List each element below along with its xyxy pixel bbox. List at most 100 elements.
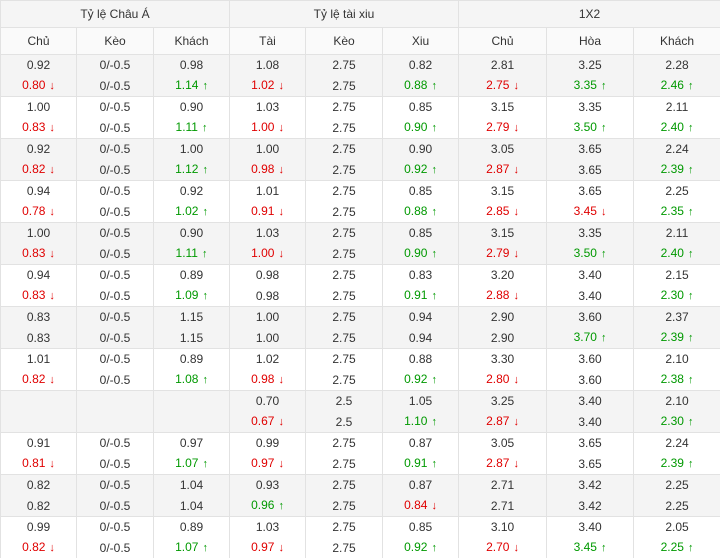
arrow-up-icon: ↑ — [202, 118, 208, 138]
column-header-row: Chủ Kèo Khách Tài Kèo Xiu Chủ Hòa Khách — [1, 28, 720, 55]
arrow-up-icon: ↑ — [431, 412, 437, 432]
odds-value: 2.85 — [486, 204, 509, 218]
odds-value: 0/-0.5 — [100, 205, 131, 219]
odds-value: 0/-0.5 — [100, 247, 131, 261]
odds-value: 1.03 — [256, 520, 279, 534]
arrow-down-icon: ↓ — [49, 454, 55, 474]
odds-cell: 3.65 — [547, 453, 634, 475]
odds-cell: 2.75 — [306, 181, 383, 202]
odds-value: 2.75 — [332, 184, 355, 198]
odds-value: 0.90 — [180, 226, 203, 240]
odds-cell: 0.90 — [154, 223, 230, 244]
odds-value: 2.90 — [491, 310, 514, 324]
odds-value: 2.75 — [332, 79, 355, 93]
odds-cell: 3.35↑ — [547, 75, 634, 97]
odds-value: 0.80 — [22, 78, 45, 92]
odds-cell: 2.37 — [634, 307, 720, 328]
odds-value: 0.67 — [251, 414, 274, 428]
odds-cell: 2.25 — [634, 475, 720, 496]
odds-value: 0.82 — [409, 58, 432, 72]
odds-value: 2.25 — [665, 499, 688, 513]
arrow-down-icon: ↓ — [49, 76, 55, 96]
odds-value: 1.03 — [256, 100, 279, 114]
odds-cell: 0.98 — [230, 285, 306, 307]
odds-value: 1.09 — [175, 288, 198, 302]
odds-cell: 0.89 — [154, 265, 230, 286]
odds-cell: 2.87↓ — [459, 159, 547, 181]
odds-cell: 2.10 — [634, 349, 720, 370]
odds-cell: 2.71 — [459, 475, 547, 496]
odds-cell: 0.85 — [383, 223, 459, 244]
odds-value: 2.75 — [332, 331, 355, 345]
odds-value: 1.11 — [176, 120, 198, 134]
odds-cell: 1.00 — [1, 97, 77, 118]
group-header-1x2: 1X2 — [459, 1, 720, 28]
odds-cell: 2.79↓ — [459, 117, 547, 139]
odds-cell: 0.67↓ — [230, 411, 306, 433]
odds-value: 0.92 — [404, 162, 427, 176]
odds-value: 3.50 — [574, 246, 597, 260]
odds-value: 0.82 — [27, 499, 50, 513]
odds-value: 3.35 — [574, 78, 597, 92]
odds-value: 3.40 — [578, 289, 601, 303]
odds-cell: 3.40 — [547, 411, 634, 433]
odds-value: 2.75 — [332, 310, 355, 324]
arrow-up-icon: ↑ — [431, 160, 437, 180]
arrow-up-icon: ↑ — [431, 370, 437, 390]
odds-cell: 2.75 — [306, 285, 383, 307]
arrow-down-icon: ↓ — [278, 160, 284, 180]
odds-cell: 1.12↑ — [154, 159, 230, 181]
odds-cell: 1.15 — [154, 327, 230, 349]
odds-value: 3.40 — [578, 268, 601, 282]
odds-value: 0.91 — [404, 456, 427, 470]
odds-value: 2.38 — [661, 372, 684, 386]
arrow-up-icon: ↑ — [688, 370, 694, 390]
arrow-down-icon: ↓ — [49, 118, 55, 138]
odds-cell: 3.40 — [547, 517, 634, 538]
odds-cell: 1.01 — [1, 349, 77, 370]
odds-cell: 2.75 — [306, 139, 383, 160]
arrow-down-icon: ↓ — [513, 76, 519, 96]
odds-value: 2.24 — [665, 142, 688, 156]
column-header-over: Tài — [230, 28, 306, 55]
arrow-down-icon: ↓ — [49, 538, 55, 558]
arrow-up-icon: ↑ — [431, 118, 437, 138]
odds-cell: 0.92 — [1, 55, 77, 76]
odds-value: 2.87 — [486, 414, 509, 428]
odds-cell: 0/-0.5 — [77, 475, 154, 496]
odds-cell: 0.94 — [383, 327, 459, 349]
odds-value: 2.11 — [666, 100, 688, 114]
odds-value: 2.10 — [665, 352, 688, 366]
odds-cell: 2.39↑ — [634, 453, 720, 475]
odds-cell: 0.78↓ — [1, 201, 77, 223]
odds-cell: 1.00↓ — [230, 117, 306, 139]
odds-cell: 0.92↑ — [383, 537, 459, 558]
odds-value: 0/-0.5 — [100, 268, 131, 282]
odds-value: 0.89 — [180, 352, 203, 366]
odds-value: 3.15 — [491, 184, 514, 198]
odds-value: 0.91 — [251, 204, 274, 218]
odds-cell: 1.03 — [230, 517, 306, 538]
odds-value: 2.75 — [332, 58, 355, 72]
odds-cell: 0/-0.5 — [77, 139, 154, 160]
odds-cell: 0/-0.5 — [77, 223, 154, 244]
odds-cell: 0.94 — [1, 181, 77, 202]
odds-value: 1.01 — [256, 184, 279, 198]
odds-value: 2.75 — [332, 268, 355, 282]
arrow-up-icon: ↑ — [688, 538, 694, 558]
odds-value: 0.83 — [22, 246, 45, 260]
odds-cell: 2.30↑ — [634, 411, 720, 433]
group-header-row: Tỷ lệ Châu Á Tỷ lệ tài xiu 1X2 — [1, 1, 720, 28]
odds-value: 3.50 — [574, 120, 597, 134]
odds-cell: 2.10 — [634, 391, 720, 412]
odds-value: 2.30 — [661, 288, 684, 302]
odds-value: 2.70 — [486, 540, 509, 554]
odds-value: 0.96 — [251, 498, 274, 512]
odds-value: 2.79 — [486, 120, 509, 134]
odds-value: 3.65 — [578, 163, 601, 177]
arrow-down-icon: ↓ — [431, 496, 437, 516]
